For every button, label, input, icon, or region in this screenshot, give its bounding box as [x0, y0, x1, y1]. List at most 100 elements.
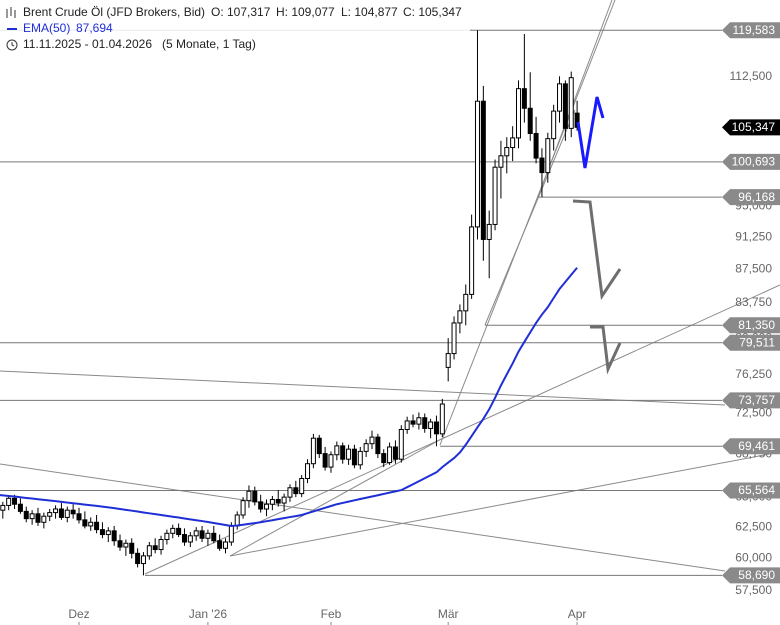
candle-body	[469, 226, 475, 295]
candle-body	[117, 540, 123, 548]
candle-body	[516, 88, 521, 139]
candle-body	[381, 453, 387, 464]
candle-body	[12, 497, 18, 505]
quote-open: O: 107,317	[211, 5, 271, 19]
candle-body	[568, 77, 574, 129]
x-tick-label: Dez	[68, 607, 89, 621]
candle-body	[123, 542, 129, 548]
candle-body	[146, 545, 152, 557]
y-tick-label: 87,500	[735, 262, 772, 276]
candle-body	[99, 529, 105, 536]
candle-body	[346, 448, 352, 460]
candle-body	[41, 515, 47, 523]
candle-body	[111, 530, 117, 542]
price-badges: 119,583 105,347 100,693 96,168 81,350 79,511 7…	[722, 22, 780, 584]
ema-line	[0, 267, 578, 527]
level-label: 73,757	[738, 393, 775, 407]
candle-body	[492, 166, 498, 225]
header: Brent Crude Öl (JFD Brokers, Bid) O: 107…	[0, 3, 470, 53]
levels	[0, 29, 722, 576]
candle-body	[422, 417, 428, 429]
candle-body	[29, 513, 35, 520]
icon	[6, 7, 18, 51]
candle-body	[240, 500, 246, 516]
candle-body	[287, 487, 293, 498]
level-label: 81,350	[738, 318, 775, 332]
trendline	[0, 370, 726, 406]
period: (5 Monate, 1 Tag)	[162, 37, 256, 51]
level-label: 96,168	[738, 190, 775, 204]
level-badge	[722, 567, 780, 584]
candle-body	[433, 421, 439, 435]
y-tick-label: 83,750	[735, 295, 772, 309]
candle-body	[187, 535, 193, 543]
candle-body	[322, 453, 328, 468]
candle-body	[264, 503, 270, 510]
forecast-arrow	[572, 199, 622, 301]
level-label: 58,690	[738, 568, 775, 582]
trendline	[537, 0, 613, 198]
candle-body	[275, 498, 281, 504]
date-range: 11.11.2025 - 01.04.2026	[23, 37, 152, 51]
forecast-arrow	[590, 325, 622, 375]
candle-body	[17, 503, 23, 512]
candle-body	[140, 555, 146, 565]
candle-body	[293, 487, 299, 495]
y-tick-label: 60,000	[735, 551, 772, 565]
candle-body	[545, 138, 551, 174]
trendline	[229, 436, 446, 557]
candle-body	[176, 527, 182, 536]
level-label: 65,564	[738, 483, 775, 497]
candle-body	[217, 540, 223, 549]
candle-body	[398, 429, 404, 460]
candle-body	[457, 310, 463, 324]
candle-body	[387, 446, 393, 464]
candle-body	[439, 403, 445, 435]
level-label: 119,583	[733, 23, 776, 37]
candle-body	[539, 157, 545, 174]
candle-body	[498, 155, 504, 168]
candle-body	[504, 147, 510, 157]
candle-body	[88, 521, 94, 527]
header-bg	[0, 3, 470, 53]
candle-body	[557, 83, 563, 112]
trendlines	[0, 0, 780, 575]
candle-body	[574, 112, 580, 128]
candle-body	[70, 509, 76, 515]
level-badge	[722, 22, 780, 39]
candle-body	[375, 436, 381, 455]
candle-body	[246, 490, 252, 502]
x-tick-label: Feb	[321, 607, 342, 621]
candle-body	[211, 532, 217, 542]
candle-body	[0, 504, 6, 511]
y-tick-label: 57,500	[735, 583, 772, 597]
candle-body	[269, 498, 275, 505]
candle-body	[281, 496, 287, 504]
candle-body	[310, 437, 316, 465]
candle-body	[193, 530, 199, 537]
candle-body	[135, 552, 141, 565]
candle-body	[252, 490, 258, 503]
quote-close: C: 105,347	[403, 5, 462, 19]
legend-value: 87,694	[76, 21, 113, 35]
candle-body	[510, 137, 516, 149]
candle-body	[416, 417, 422, 425]
candle-body	[58, 508, 64, 518]
candle-body	[181, 534, 187, 543]
candle-body	[363, 443, 369, 452]
y-tick-label: 72,500	[735, 406, 772, 420]
candle-body	[527, 107, 533, 135]
arrows	[572, 96, 622, 375]
candle-body	[35, 513, 41, 523]
candle-body	[129, 542, 135, 554]
candle-body	[76, 513, 82, 521]
candle-body	[152, 545, 158, 551]
y-tick-label: 76,250	[735, 367, 772, 381]
x-axis: Dez Jan '26 Feb Mär Apr	[68, 607, 586, 625]
y-tick-label: 112,500	[730, 69, 773, 83]
candle-body	[105, 530, 111, 536]
candle-body	[340, 445, 346, 460]
candle-body	[258, 501, 264, 510]
candle-body	[445, 353, 451, 368]
